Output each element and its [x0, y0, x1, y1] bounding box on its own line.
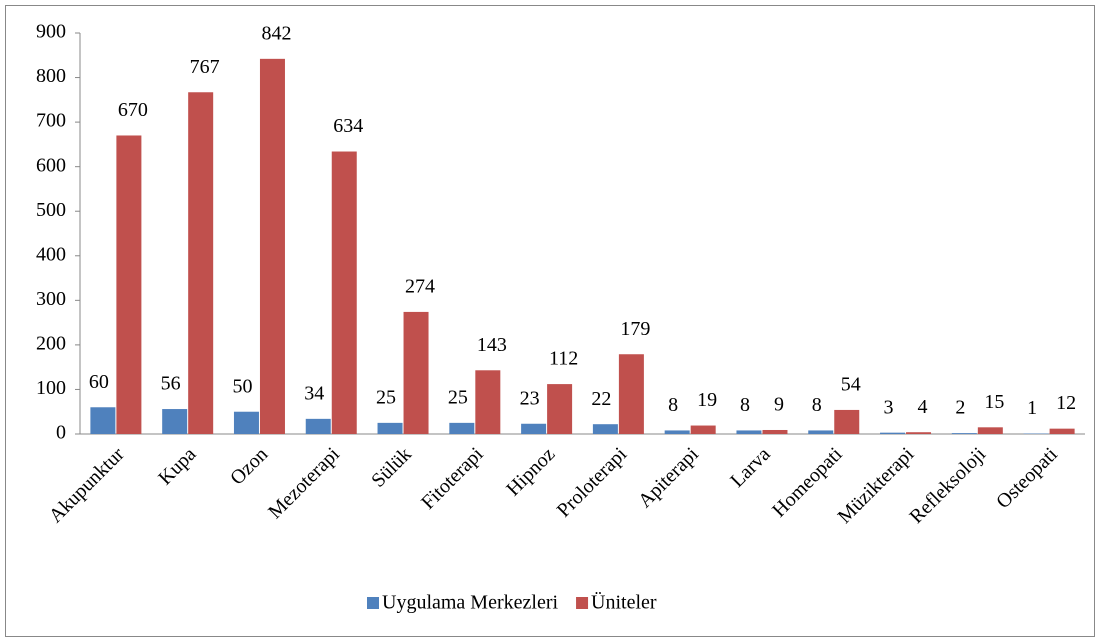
data-label: 25	[448, 386, 468, 408]
bar	[808, 430, 834, 434]
data-label: 3	[884, 396, 894, 418]
data-label: 12	[1056, 392, 1076, 414]
bar	[403, 311, 429, 434]
data-label: 112	[549, 348, 578, 370]
data-label: 274	[405, 276, 435, 298]
y-tick-label: 200	[36, 332, 66, 354]
bar	[162, 409, 188, 434]
data-label: 8	[812, 394, 822, 416]
bar	[762, 429, 788, 434]
data-label: 1	[1027, 397, 1037, 419]
data-label: 60	[89, 371, 109, 393]
legend-label: Üniteler	[591, 591, 657, 614]
data-label: 23	[520, 387, 540, 409]
bar	[90, 407, 116, 434]
y-tick-label: 900	[36, 21, 66, 43]
bar	[880, 432, 906, 434]
bar	[475, 370, 501, 434]
bar	[331, 151, 357, 435]
data-label: 56	[161, 373, 181, 395]
bar	[906, 432, 932, 434]
data-label: 34	[304, 382, 324, 404]
bar	[951, 433, 977, 434]
data-label: 15	[984, 391, 1004, 413]
bar	[690, 425, 716, 434]
bar	[834, 409, 860, 434]
y-tick-label: 500	[36, 199, 66, 221]
data-label: 8	[668, 394, 678, 416]
data-label: 9	[774, 394, 784, 416]
data-label: 179	[620, 318, 650, 340]
data-label: 8	[740, 394, 750, 416]
data-label: 670	[118, 99, 148, 121]
bar	[233, 411, 259, 434]
y-tick-label: 100	[36, 377, 66, 399]
data-label: 50	[232, 375, 252, 397]
bar	[188, 92, 214, 435]
data-label: 767	[190, 56, 220, 78]
y-tick-label: 300	[36, 288, 66, 310]
data-label: 54	[841, 374, 861, 396]
bar	[736, 430, 762, 434]
data-label: 842	[261, 22, 291, 44]
y-tick-label: 0	[56, 422, 66, 444]
legend-swatch	[576, 597, 589, 609]
data-label: 19	[697, 389, 717, 411]
bar	[547, 384, 573, 434]
data-label: 634	[333, 115, 363, 137]
legend-label: Uygulama Merkezleri	[382, 592, 558, 614]
data-label: 22	[591, 388, 611, 410]
data-label: 2	[955, 397, 965, 419]
legend-swatch	[367, 597, 379, 609]
y-tick-label: 700	[36, 110, 66, 132]
bar	[977, 427, 1003, 434]
data-label: 4	[918, 396, 928, 418]
bar	[305, 418, 331, 434]
bar	[618, 354, 644, 434]
data-label: 25	[376, 386, 396, 408]
bar	[1049, 428, 1075, 434]
chart-frame	[5, 5, 1095, 637]
bar	[259, 58, 285, 434]
y-tick-label: 400	[36, 243, 66, 265]
bar	[664, 430, 690, 434]
bar	[592, 424, 618, 434]
bar	[377, 422, 403, 434]
data-label: 143	[477, 334, 507, 356]
y-tick-label: 600	[36, 154, 66, 176]
bar	[116, 135, 142, 434]
y-tick-label: 800	[36, 65, 66, 87]
bar	[449, 422, 475, 434]
bar	[521, 423, 547, 434]
